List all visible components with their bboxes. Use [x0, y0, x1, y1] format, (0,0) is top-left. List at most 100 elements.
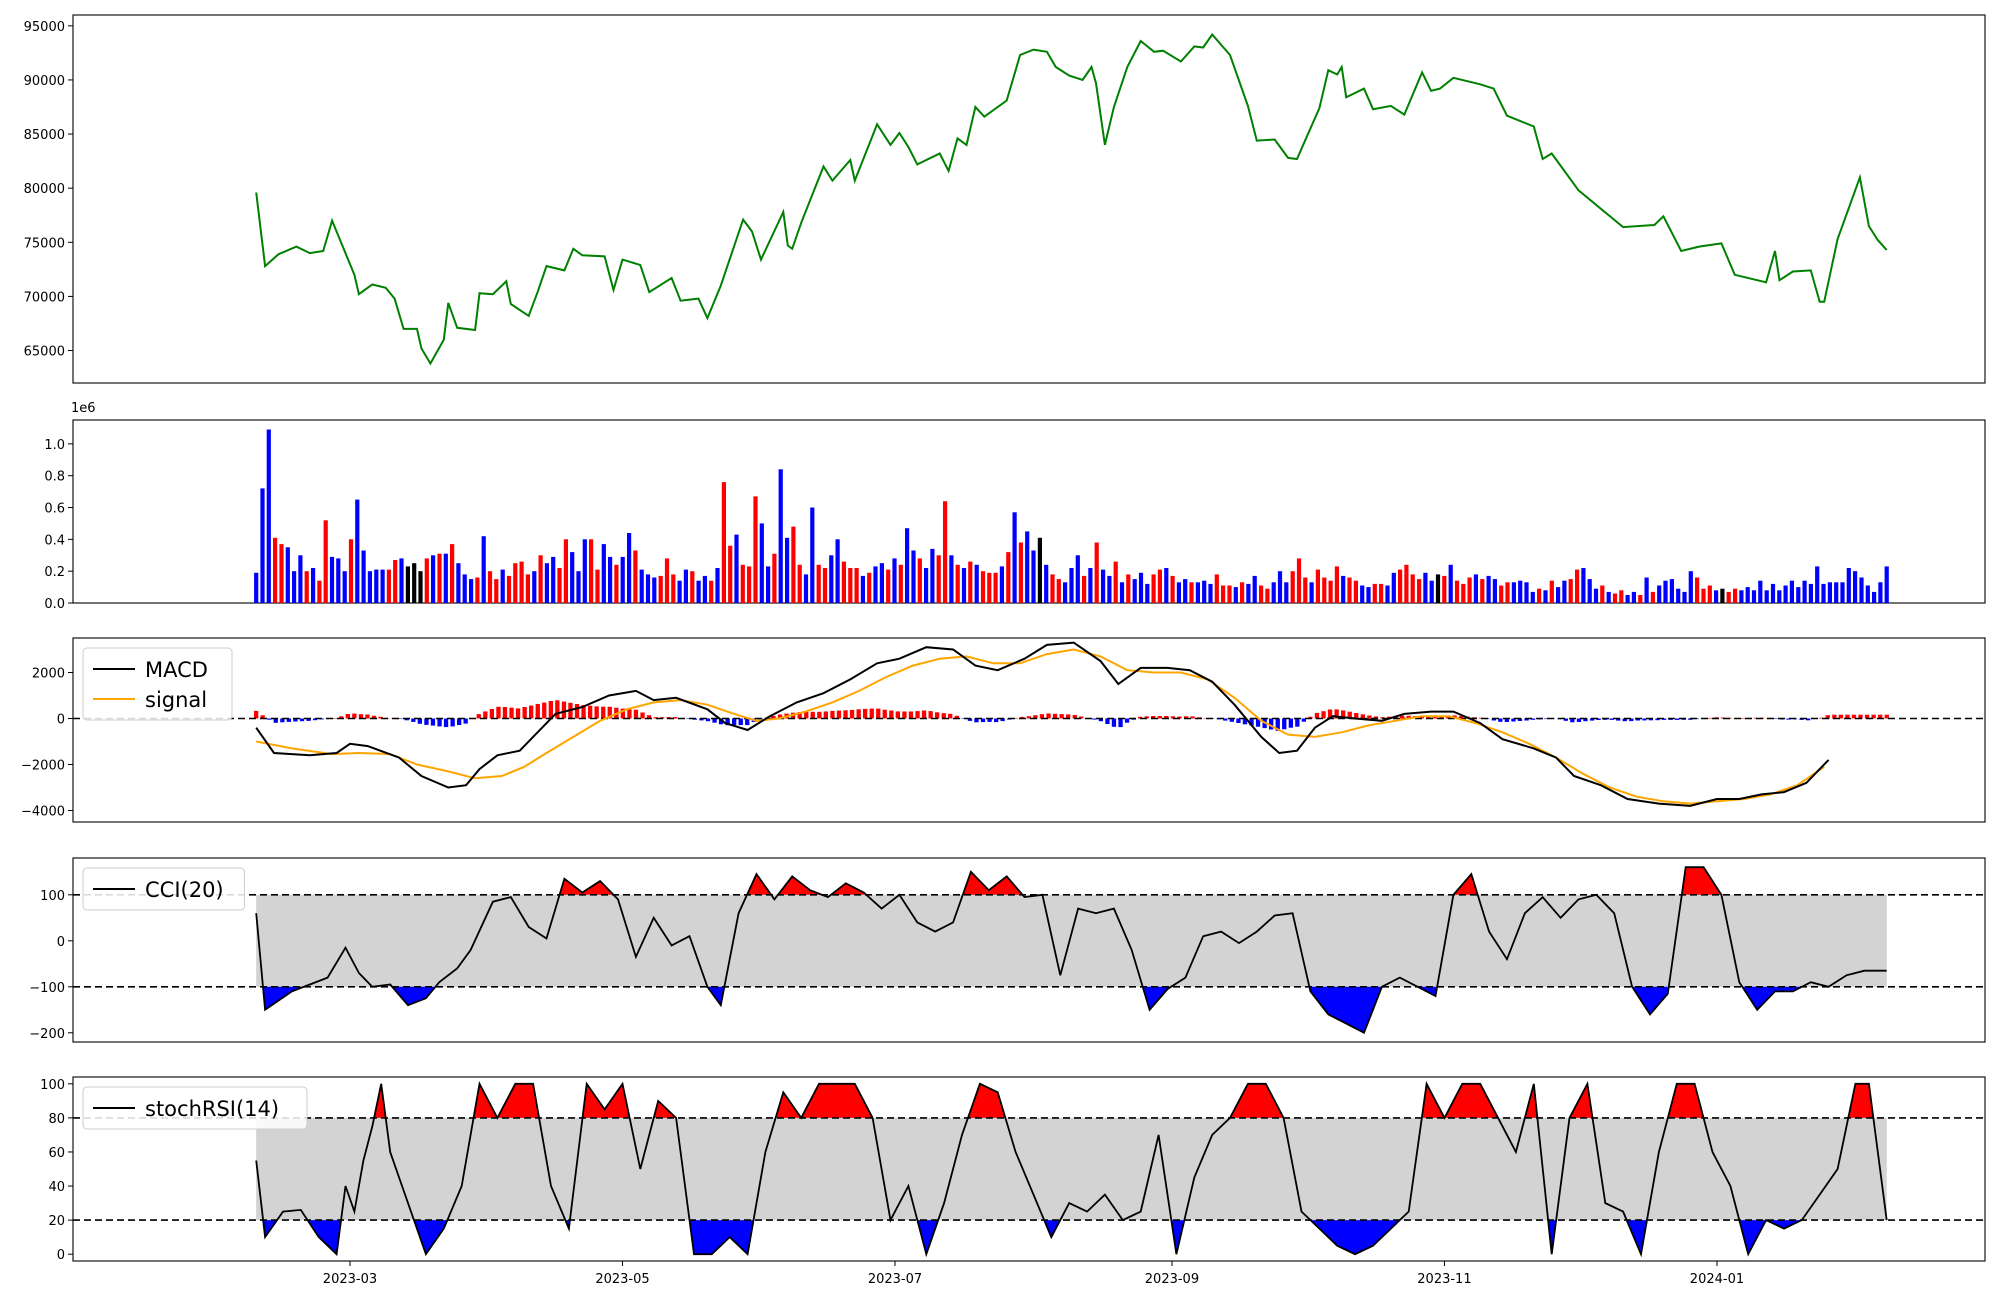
volume-bar [620, 556, 625, 603]
volume-ytick-label: 1.0 [44, 438, 65, 453]
price-panel: 65000 70000 75000 80000 85000 90000 95000 [24, 14, 1986, 384]
volume-bar [955, 564, 960, 603]
macd-histogram-bar [1530, 718, 1536, 720]
price-ytick-label: 65000 [24, 345, 65, 360]
macd-histogram-bar [1838, 714, 1843, 719]
volume-bar [1031, 550, 1036, 603]
volume-bar [424, 558, 429, 603]
macd-histogram-bar [522, 707, 527, 719]
volume-bar [873, 566, 878, 603]
volume-bar [886, 569, 891, 603]
volume-bar [778, 469, 783, 603]
macd-histogram-bar [1157, 716, 1162, 719]
macd-histogram-bar [1092, 718, 1097, 720]
macd-histogram-bar [1354, 713, 1359, 719]
macd-ytick-label: −4000 [21, 805, 65, 820]
volume-bar [1682, 591, 1687, 603]
volume-bar [1398, 569, 1403, 603]
macd-histogram-bar [895, 711, 900, 719]
volume-ytick-label: 0.4 [44, 533, 65, 548]
volume-bar [1751, 590, 1757, 603]
volume-bar [1075, 555, 1080, 603]
macd-histogram-bar [1203, 718, 1208, 719]
volume-bar [329, 556, 335, 603]
volume-bar [608, 556, 613, 603]
macd-histogram-bar [948, 713, 953, 719]
volume-bar [292, 571, 297, 603]
volume-bar [1176, 582, 1181, 603]
macd-histogram-bar [686, 718, 691, 719]
macd-histogram-bar [1170, 716, 1176, 719]
macd-histogram-bar [1400, 715, 1405, 719]
volume-bar [715, 568, 720, 603]
chart-root: 650007000075000800008500090000950000.00.… [21, 14, 1986, 1287]
macd-histogram-bar [1544, 718, 1549, 720]
volume-bar [1872, 591, 1877, 603]
volume-bar [1183, 579, 1188, 603]
volume-bar [532, 571, 537, 603]
volume-bar [1745, 587, 1750, 603]
volume-bar [728, 545, 733, 603]
volume-bar [860, 575, 865, 603]
volume-bar [1290, 571, 1295, 603]
macd-histogram-bar [574, 704, 580, 719]
macd-histogram-bar [417, 718, 422, 724]
volume-bar [582, 539, 587, 603]
macd-histogram-bar [1445, 716, 1451, 719]
volume-bar [323, 520, 328, 603]
macd-histogram-bar [457, 718, 462, 725]
stochrsi-overbought-fill [474, 1083, 538, 1118]
macd-histogram-bar [718, 718, 724, 725]
macd-histogram-bar [1858, 714, 1863, 719]
volume-bar [1189, 582, 1194, 603]
stochrsi-oversold-fill [690, 1220, 754, 1255]
volume-bar [829, 555, 834, 603]
volume-bar [1056, 579, 1061, 603]
macd-histogram-bar [293, 718, 298, 722]
volume-bar [747, 566, 752, 603]
volume-bar [999, 566, 1004, 603]
macd-histogram-bar [1255, 718, 1261, 727]
legend-label-cci-20-: CCI(20) [145, 878, 224, 902]
macd-histogram-bar [620, 708, 625, 719]
volume-bar [1303, 577, 1308, 603]
stochrsi-oversold-fill [917, 1220, 938, 1253]
stochrsi-overbought-fill [968, 1084, 1006, 1118]
volume-bar [1284, 582, 1289, 603]
volume-bar [791, 526, 796, 603]
macd-histogram-bar [1223, 718, 1228, 721]
macd-histogram-bar [1341, 710, 1346, 719]
volume-bar [1789, 580, 1794, 603]
macd-histogram-bar [1622, 718, 1627, 722]
price-line [255, 32, 1888, 366]
cci-overbought-fill [747, 874, 771, 895]
stochrsi-overbought-fill [776, 1083, 873, 1118]
macd-histogram-bar [1609, 718, 1614, 720]
stochrsi-overbought-fill [583, 1084, 629, 1118]
volume-bar [671, 574, 676, 603]
macd-histogram-bar [260, 715, 265, 719]
macd-histogram-bar [738, 718, 743, 726]
volume-bar [576, 571, 581, 603]
volume-bar [1770, 583, 1776, 603]
macd-histogram-bar [1013, 718, 1018, 719]
volume-bar [1834, 582, 1839, 603]
macd-histogram-bar [1648, 718, 1654, 721]
macd-histogram-bar [1327, 709, 1333, 719]
macd-histogram-bar [777, 714, 783, 719]
macd-histogram-bar [1635, 718, 1640, 721]
macd-histogram-bar [712, 718, 717, 723]
volume-bar [266, 429, 271, 603]
volume-bar [469, 579, 474, 603]
macd-histogram-bar [594, 706, 599, 719]
volume-bar [1461, 583, 1466, 603]
volume-bar [500, 569, 505, 603]
macd-histogram-bar [430, 718, 436, 726]
volume-bar [1309, 582, 1314, 603]
volume-bar [1410, 574, 1415, 603]
volume-bar [1549, 580, 1554, 603]
volume-bar [1265, 588, 1270, 603]
macd-histogram-bar [1675, 718, 1680, 720]
price-ytick-label: 70000 [24, 290, 65, 305]
macd-histogram-bar [921, 710, 927, 719]
